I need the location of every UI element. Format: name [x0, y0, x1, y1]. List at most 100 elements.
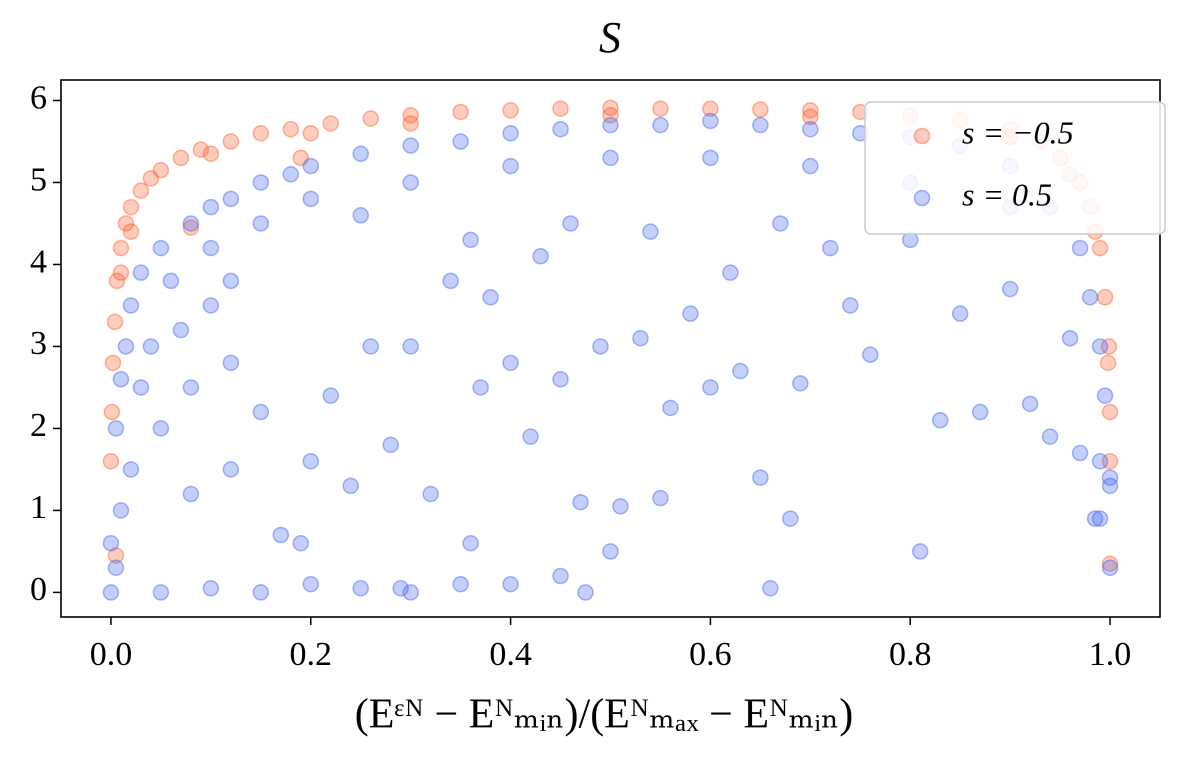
scatter-point: [382, 436, 399, 454]
scatter-point: [402, 137, 419, 154]
x-tick-label: 0.0: [90, 636, 133, 673]
scatter-point: [1071, 444, 1089, 462]
legend-marker: [913, 127, 931, 145]
scatter-point: [802, 102, 819, 119]
y-tick-label: 2: [30, 407, 47, 444]
x-axis-label: (Eᵋᴺ − Eᴺₘᵢₙ)/(Eᴺₘₐₓ − Eᴺₘᵢₙ): [355, 692, 853, 738]
scatter-point: [252, 584, 270, 601]
scatter-point: [152, 239, 170, 257]
scatter-point: [132, 264, 150, 281]
scatter-point: [117, 338, 135, 355]
scatter-point: [1071, 239, 1089, 257]
scatter-point: [112, 370, 130, 388]
scatter-point: [1099, 354, 1117, 372]
scatter-point: [472, 379, 489, 396]
scatter-point: [352, 580, 369, 597]
scatter-point: [272, 526, 290, 544]
y-tick-label: 6: [30, 79, 47, 116]
scatter-point: [152, 161, 170, 179]
scatter-point: [602, 149, 619, 167]
scatter-point: [152, 584, 170, 601]
scatter-point: [122, 223, 140, 240]
scatter-point: [1101, 403, 1119, 421]
scatter-point: [182, 379, 200, 396]
y-tick-label: 1: [30, 489, 47, 526]
scatter-point: [762, 580, 779, 597]
scatter-point: [1091, 510, 1109, 527]
scatter-point: [1101, 559, 1119, 577]
scatter-point: [802, 108, 819, 126]
scatter-point: [562, 215, 579, 232]
scatter-point: [222, 133, 240, 150]
x-tick-label: 1.0: [1089, 636, 1132, 673]
scatter-point: [442, 272, 459, 290]
scatter-point: [302, 575, 320, 593]
scatter-point: [182, 485, 200, 503]
scatter-point: [182, 215, 200, 232]
scatter-point: [911, 543, 929, 560]
scatter-point: [282, 120, 300, 138]
scatter-point: [106, 313, 124, 331]
legend-label: s = −0.5: [962, 114, 1074, 150]
scatter-point: [142, 170, 160, 187]
scatter-point: [1086, 510, 1104, 527]
scatter-point: [722, 264, 739, 281]
scatter-point: [552, 567, 569, 585]
scatter-point: [107, 559, 125, 577]
scatter-point: [502, 102, 519, 119]
scatter-point: [862, 346, 879, 363]
scatter-point: [1091, 239, 1109, 257]
scatter-point: [152, 420, 170, 437]
scatter-point: [842, 297, 859, 314]
scatter-point: [302, 452, 320, 470]
scatter-point: [107, 547, 125, 564]
scatter-point: [182, 219, 200, 236]
x-tick-label: 0.4: [489, 636, 532, 673]
scatter-point: [931, 411, 949, 429]
chart-title: S: [599, 13, 621, 62]
scatter-point: [402, 107, 419, 124]
scatter-point: [702, 100, 719, 117]
scatter-point: [1041, 428, 1059, 445]
scatter-point: [292, 534, 310, 552]
scatter-point: [422, 485, 439, 503]
scatter-point: [1021, 395, 1039, 413]
scatter-point: [532, 248, 549, 265]
scatter-point: [702, 379, 719, 396]
scatter-point: [362, 110, 379, 127]
scatter-point: [522, 428, 539, 445]
scatter-point: [782, 510, 799, 527]
scatter-point: [662, 399, 679, 417]
y-tick-label: 3: [30, 325, 47, 362]
scatter-point: [482, 289, 499, 306]
scatter-point: [1001, 280, 1019, 298]
scatter-point: [602, 543, 619, 560]
scatter-point: [122, 297, 140, 314]
scatter-point: [202, 297, 220, 314]
scatter-point: [462, 231, 479, 249]
scatter-point: [772, 215, 789, 232]
scatter-point: [112, 239, 130, 257]
scatter-point: [577, 584, 594, 601]
scatter-point: [802, 157, 819, 175]
scatter-point: [752, 469, 769, 486]
scatter-point: [252, 215, 270, 232]
scatter-point: [132, 182, 150, 199]
scatter-point: [602, 116, 619, 134]
scatter-point: [352, 207, 369, 224]
legend-box: [864, 101, 1166, 235]
scatter-point: [102, 452, 120, 470]
legend-label: s = 0.5: [962, 176, 1052, 212]
scatter-point: [612, 498, 629, 515]
scatter-point: [682, 305, 699, 322]
scatter-point: [202, 580, 220, 597]
scatter-point: [392, 580, 409, 597]
scatter-point: [1096, 387, 1114, 404]
scatter-point: [104, 354, 122, 372]
scatter-point: [322, 115, 340, 132]
y-tick-label: 5: [30, 161, 47, 198]
scatter-point: [452, 103, 469, 121]
scatter-point: [502, 575, 519, 593]
scatter-point: [202, 198, 220, 216]
scatter-point: [172, 149, 190, 167]
